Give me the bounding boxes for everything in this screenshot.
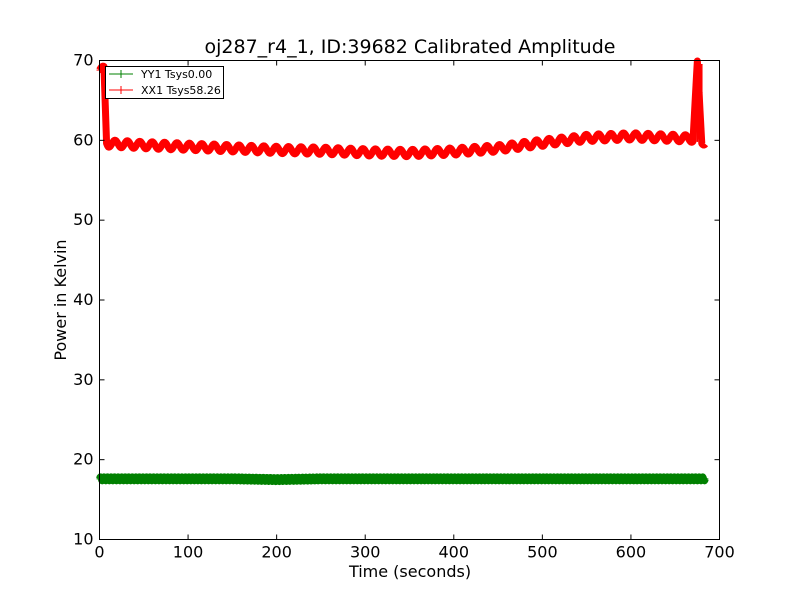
x-tick-label: 400 bbox=[439, 543, 470, 562]
y-tick-label: 40 bbox=[73, 290, 93, 309]
x-tick-label: 700 bbox=[704, 543, 735, 562]
y-tick-label: 30 bbox=[73, 370, 93, 389]
y-axis-label: Power in Kelvin bbox=[51, 239, 70, 360]
x-tick-label: 200 bbox=[261, 543, 292, 562]
y-tick-label: 50 bbox=[73, 210, 93, 229]
legend-label-yy1: YY1 Tsys0.00 bbox=[140, 68, 212, 81]
series-xx1 bbox=[96, 57, 709, 161]
x-tick-label: 0 bbox=[94, 543, 104, 562]
x-tick-label: 600 bbox=[616, 543, 647, 562]
legend-box bbox=[105, 66, 224, 99]
x-tick-label: 100 bbox=[173, 543, 204, 562]
y-tick-label: 70 bbox=[73, 51, 93, 70]
plot-area bbox=[96, 57, 709, 486]
x-tick-label: 500 bbox=[527, 543, 558, 562]
y-tick-label: 60 bbox=[73, 130, 93, 149]
axis-ticks: 0 100 200 300 400 500 600 700 10 20 30 40 50 60 70 bbox=[73, 51, 735, 562]
series-markers bbox=[96, 67, 704, 157]
legend-label-xx1: XX1 Tsys58.26 bbox=[141, 84, 221, 97]
chart-title: oj287_r4_1, ID:39682 Calibrated Amplitud… bbox=[205, 36, 616, 58]
y-tick-label: 20 bbox=[73, 450, 93, 469]
series-markers bbox=[96, 475, 709, 483]
y-tick-label: 10 bbox=[73, 530, 93, 549]
series-xx1-spikes bbox=[99, 61, 703, 144]
series-yy1 bbox=[96, 473, 709, 486]
series-band bbox=[96, 57, 709, 161]
legend: YY1 Tsys0.00 XX1 Tsys58.26 bbox=[105, 66, 224, 99]
spike-left-top bbox=[99, 67, 105, 74]
x-tick-label: 300 bbox=[350, 543, 381, 562]
x-axis-label: Time (seconds) bbox=[348, 562, 471, 581]
